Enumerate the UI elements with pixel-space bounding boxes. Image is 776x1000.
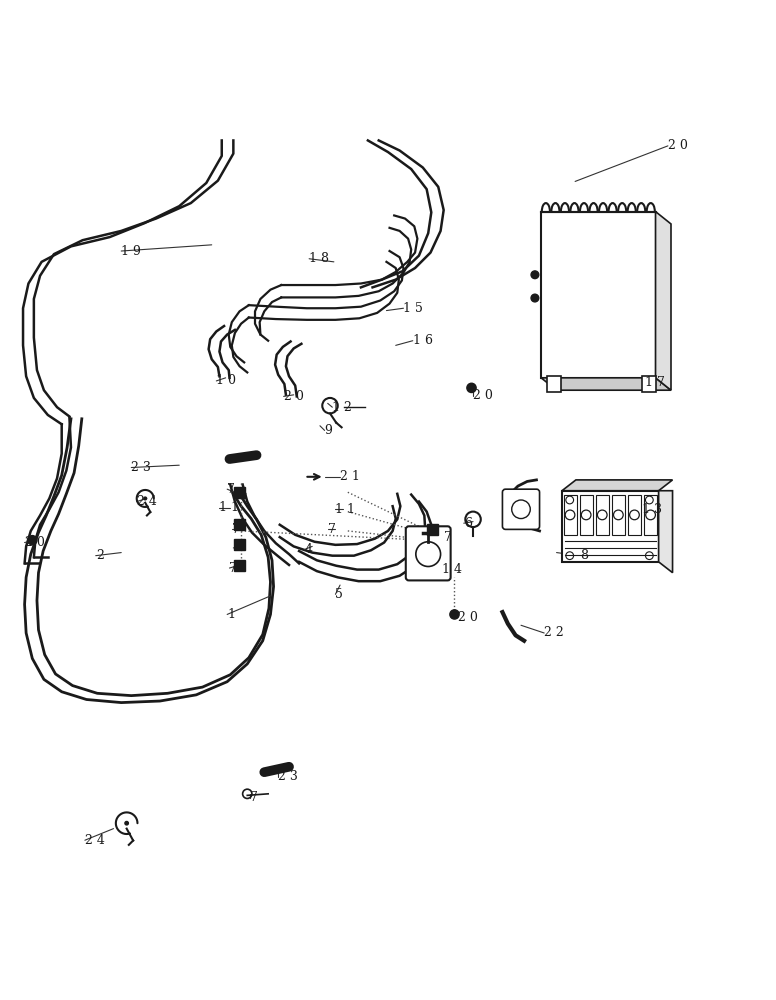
Text: 2 4: 2 4 bbox=[137, 495, 157, 508]
Text: 7: 7 bbox=[227, 483, 235, 496]
FancyBboxPatch shape bbox=[502, 489, 539, 529]
Text: 2 2: 2 2 bbox=[544, 626, 564, 639]
Text: 1 2: 1 2 bbox=[332, 401, 352, 414]
Text: 1 5: 1 5 bbox=[404, 302, 424, 315]
Bar bbox=[644, 495, 657, 535]
Polygon shape bbox=[562, 480, 673, 491]
Text: 2 0: 2 0 bbox=[283, 390, 303, 403]
Text: 7: 7 bbox=[230, 562, 237, 575]
Circle shape bbox=[144, 497, 147, 500]
Bar bbox=[234, 519, 245, 530]
Text: 1 6: 1 6 bbox=[413, 334, 433, 347]
Bar bbox=[541, 212, 656, 378]
Polygon shape bbox=[656, 212, 671, 390]
Text: 2 1: 2 1 bbox=[340, 470, 360, 483]
Text: 7: 7 bbox=[444, 531, 452, 544]
Text: 9: 9 bbox=[324, 424, 332, 437]
Text: 8: 8 bbox=[580, 549, 587, 562]
Bar bbox=[234, 487, 245, 498]
Text: 1 1: 1 1 bbox=[335, 503, 355, 516]
Text: 2 4: 2 4 bbox=[85, 834, 105, 847]
Text: 1 7: 1 7 bbox=[645, 376, 664, 389]
Bar bbox=[642, 376, 656, 392]
Circle shape bbox=[531, 294, 539, 302]
Text: 7: 7 bbox=[232, 523, 240, 536]
Bar bbox=[562, 491, 659, 562]
Bar bbox=[596, 495, 608, 535]
Bar bbox=[428, 524, 438, 535]
Circle shape bbox=[467, 383, 476, 393]
Text: 4: 4 bbox=[304, 543, 313, 556]
Text: 2: 2 bbox=[95, 549, 104, 562]
Bar bbox=[234, 539, 245, 550]
Text: 1 3: 1 3 bbox=[642, 503, 662, 516]
Circle shape bbox=[125, 821, 128, 825]
Circle shape bbox=[28, 536, 37, 545]
Text: 2 0: 2 0 bbox=[458, 611, 477, 624]
Text: 5: 5 bbox=[335, 588, 343, 601]
Text: 2 0: 2 0 bbox=[25, 536, 44, 549]
Bar bbox=[580, 495, 593, 535]
Text: 2 3: 2 3 bbox=[131, 461, 151, 474]
Text: 1: 1 bbox=[227, 608, 235, 621]
Text: 2 3: 2 3 bbox=[279, 770, 298, 783]
Text: 2 0: 2 0 bbox=[473, 389, 493, 402]
Circle shape bbox=[531, 271, 539, 279]
Bar bbox=[547, 376, 561, 392]
Circle shape bbox=[450, 610, 459, 619]
Polygon shape bbox=[541, 378, 671, 390]
Bar bbox=[563, 495, 577, 535]
Text: 1 0: 1 0 bbox=[217, 374, 237, 387]
Text: 7: 7 bbox=[251, 791, 258, 804]
Text: 1 9: 1 9 bbox=[121, 245, 141, 258]
Bar bbox=[611, 495, 625, 535]
Text: 3: 3 bbox=[234, 541, 241, 554]
FancyBboxPatch shape bbox=[406, 526, 451, 580]
Text: 2 0: 2 0 bbox=[668, 139, 688, 152]
Text: 1 8: 1 8 bbox=[309, 252, 329, 265]
Bar bbox=[628, 495, 641, 535]
Text: 6: 6 bbox=[464, 517, 472, 530]
Text: 1 4: 1 4 bbox=[442, 563, 462, 576]
Text: 1 1: 1 1 bbox=[220, 501, 240, 514]
Bar bbox=[234, 560, 245, 571]
Polygon shape bbox=[659, 491, 673, 573]
Text: 7: 7 bbox=[327, 523, 335, 536]
